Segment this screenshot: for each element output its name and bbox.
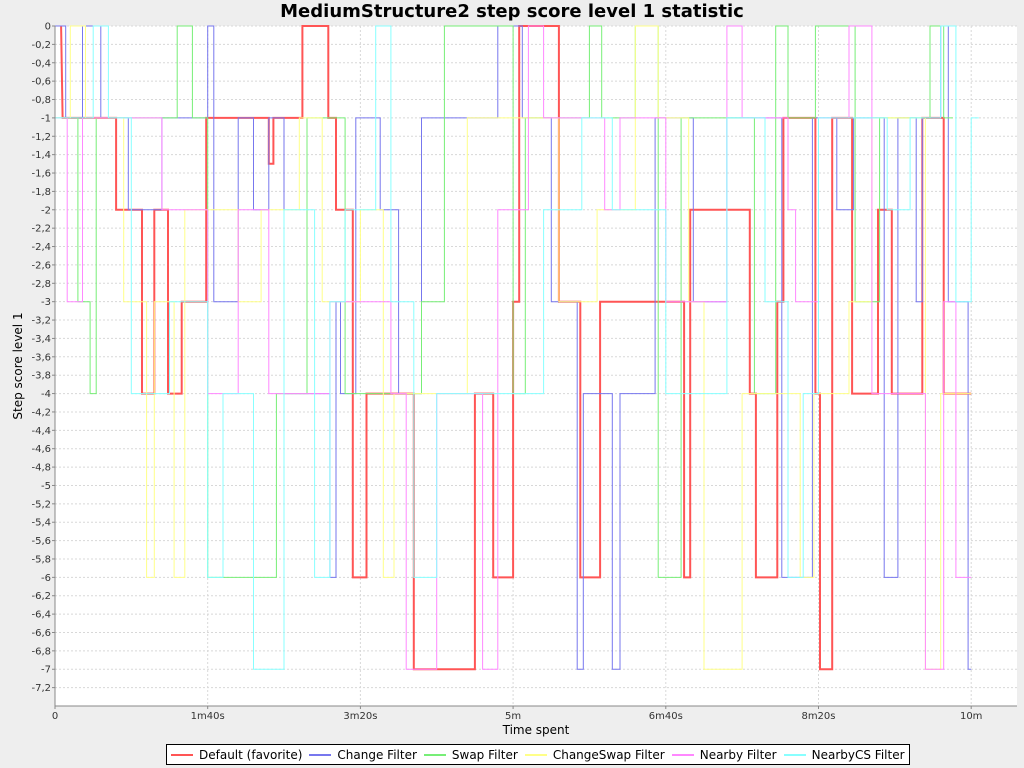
y-tick-label: -6,6 <box>31 628 51 639</box>
y-tick-label: -5,8 <box>31 554 51 565</box>
legend-item-4: Nearby Filter <box>671 747 777 762</box>
legend-label: Nearby Filter <box>699 747 777 762</box>
legend-item-2: Swap Filter <box>423 747 518 762</box>
x-tick-label: 3m20s <box>343 711 377 722</box>
y-tick-label: -2,4 <box>31 242 51 253</box>
y-tick-label: -4,4 <box>31 426 51 437</box>
y-tick-label: -5 <box>41 481 51 492</box>
legend-swatch <box>423 753 446 756</box>
y-tick-label: -4,8 <box>31 463 51 474</box>
plot-area <box>55 26 1017 706</box>
x-tick-label: 6m40s <box>649 711 683 722</box>
y-tick-label: -4,6 <box>31 444 51 455</box>
y-tick-label: -1,6 <box>31 169 51 180</box>
x-tick-label: 1m40s <box>191 711 225 722</box>
y-tick-label: -5,6 <box>31 536 51 547</box>
y-tick-label: -4,2 <box>31 407 51 418</box>
legend-label: Change Filter <box>337 747 417 762</box>
legend-item-5: NearbyCS Filter <box>783 747 905 762</box>
legend-swatch <box>524 753 547 756</box>
y-tick-label: -5,2 <box>31 499 51 510</box>
legend-swatch <box>309 753 332 756</box>
legend-label: ChangeSwap Filter <box>552 747 665 762</box>
legend-label: Default (favorite) <box>199 747 303 762</box>
legend-swatch <box>783 753 806 756</box>
legend-item-3: ChangeSwap Filter <box>524 747 665 762</box>
y-tick-label: -7 <box>41 665 51 676</box>
y-tick-label: -0,8 <box>31 95 51 106</box>
y-tick-label: -2,6 <box>31 260 51 271</box>
series-line-1 <box>55 25 972 670</box>
legend-swatch <box>671 753 694 756</box>
y-tick-label: -6 <box>41 573 51 584</box>
series-line-4 <box>55 25 972 670</box>
series-line-3 <box>55 25 972 670</box>
legend-label: Swap Filter <box>451 747 518 762</box>
y-tick-label: -2,2 <box>31 224 51 235</box>
y-tick-label: -7,2 <box>31 683 51 694</box>
x-tick-label: 10m <box>960 711 982 722</box>
y-tick-label: -1,4 <box>31 150 51 161</box>
y-tick-label: -3,4 <box>31 334 51 345</box>
x-axis-label: Time spent <box>502 723 570 737</box>
series-line-5 <box>55 25 979 670</box>
legend-item-0: Default (favorite) <box>171 748 302 762</box>
y-tick-label: -6,8 <box>31 646 51 657</box>
x-tick-label: 8m20s <box>801 711 835 722</box>
y-tick-label: -0,2 <box>31 40 51 51</box>
y-tick-label: 0 <box>45 22 51 33</box>
legend-swatch <box>171 753 193 756</box>
x-tick-label: 0 <box>52 711 58 722</box>
y-tick-label: -3 <box>41 297 51 308</box>
y-tick-label: -6,2 <box>31 591 51 602</box>
y-tick-label: -1,8 <box>31 187 51 198</box>
y-tick-label: -4 <box>41 389 51 400</box>
y-tick-label: -2 <box>41 205 51 216</box>
y-tick-label: -3,8 <box>31 371 51 382</box>
y-tick-label: -1,2 <box>31 132 51 143</box>
y-tick-label: -6,4 <box>31 610 51 621</box>
y-axis-label: Step score level 1 <box>11 312 25 419</box>
legend-item-1: Change Filter <box>309 747 417 762</box>
y-tick-label: -3,2 <box>31 316 51 327</box>
y-tick-label: -0,4 <box>31 58 51 69</box>
y-tick-label: -0,6 <box>31 77 51 88</box>
y-tick-label: -2,8 <box>31 279 51 290</box>
chart-legend: Default (favorite) Change Filter Swap Filt… <box>166 744 910 765</box>
y-tick-label: -3,6 <box>31 352 51 363</box>
chart-title: MediumStructure2 step score level 1 stat… <box>280 1 744 22</box>
y-tick-label: -1 <box>41 113 51 124</box>
y-tick-label: -5,4 <box>31 518 51 529</box>
legend-label: NearbyCS Filter <box>811 747 905 762</box>
x-tick-label: 5m <box>505 711 521 722</box>
